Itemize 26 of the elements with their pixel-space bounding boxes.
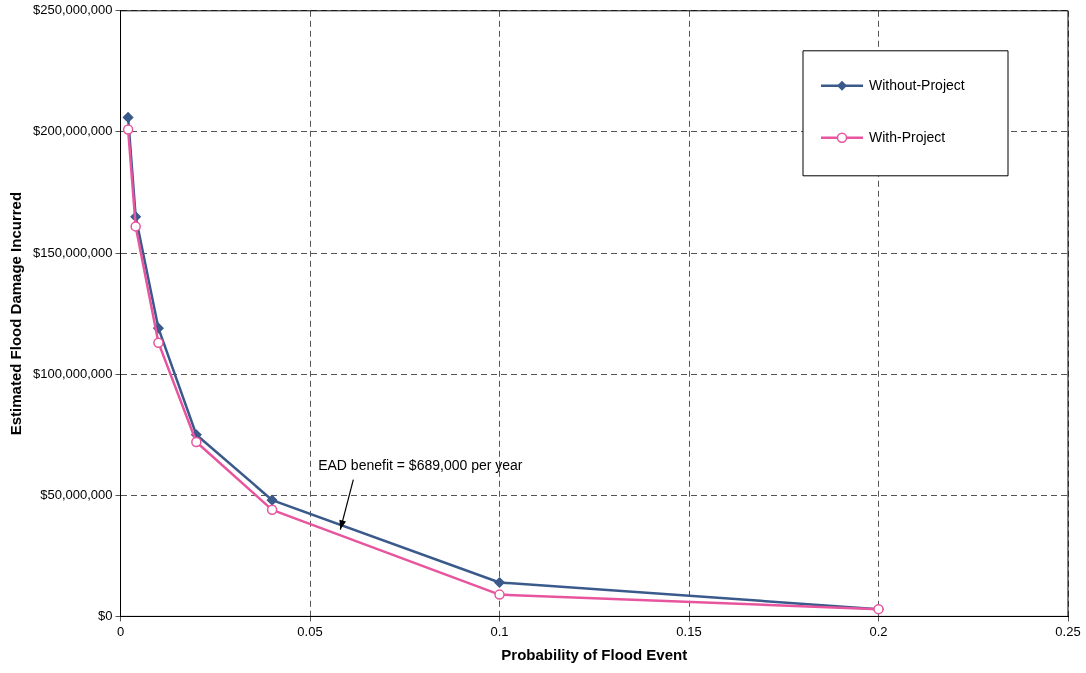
point <box>494 589 505 600</box>
point <box>122 124 134 135</box>
point <box>191 436 202 448</box>
point <box>494 577 505 588</box>
point <box>266 494 278 506</box>
y-tick-label: $100,000,000 <box>32 365 113 381</box>
point <box>266 504 278 516</box>
y-tick-label: $150,000,000 <box>32 244 113 260</box>
point <box>122 112 134 123</box>
x-tick-label: 0 <box>116 623 125 639</box>
y-tick-label: $50,000,000 <box>40 486 113 502</box>
x-axis-title: Probability of Flood Event <box>501 646 688 664</box>
annotation: EAD benefit = $689,000 per year <box>318 457 523 474</box>
y-axis-title: Estimated Flood Damage Incurred <box>7 191 25 436</box>
x-tick-label: 0.05 <box>297 623 323 639</box>
x-tick-label: 0.2 <box>869 623 888 639</box>
y-tick-label: $200,000,000 <box>32 123 113 139</box>
legend-label: Without-Project <box>869 76 965 93</box>
x-tick-label: 0.15 <box>676 623 702 639</box>
y-tick-label: $250,000,000 <box>32 2 113 18</box>
x-tick-label: 0.25 <box>1055 623 1081 639</box>
legend-label: With-Project <box>869 128 946 145</box>
y-tick-label: $0 <box>98 607 113 623</box>
x-tick-label: 0.1 <box>490 623 509 639</box>
point <box>130 221 141 232</box>
point <box>153 337 164 348</box>
